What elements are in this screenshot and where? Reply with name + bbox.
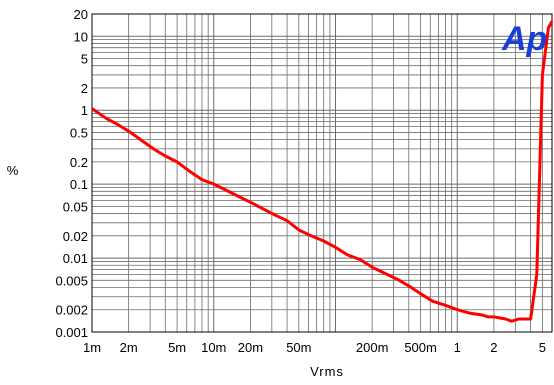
x-axis-label: Vrms — [310, 364, 344, 379]
y-tick-labels: 0.001 0.002 0.005 0.01 0.02 0.05 0.1 0.2 0.5 1 2 5 1… — [55, 7, 88, 340]
x-tick-label: 10m — [201, 340, 226, 355]
y-tick-label: 0.05 — [63, 199, 88, 214]
y-tick-label: 0.001 — [55, 325, 88, 340]
y-tick-label: 0.005 — [55, 273, 88, 288]
y-axis-label: % — [7, 163, 20, 178]
x-tick-labels: 1m 2m 5m 10m 20m 50m 200m 500m 1 2 5 — [83, 340, 546, 355]
y-tick-label: 0.2 — [70, 155, 88, 170]
y-tick-label: 0.02 — [63, 229, 88, 244]
y-tick-label: 0.5 — [70, 125, 88, 140]
x-tick-label: 20m — [238, 340, 263, 355]
x-tick-label: 500m — [404, 340, 437, 355]
x-tick-label: 1m — [83, 340, 101, 355]
y-tick-label: 5 — [81, 52, 88, 67]
x-tick-label: 5 — [539, 340, 546, 355]
y-tick-label: 0.01 — [63, 251, 88, 266]
x-tick-label: 1 — [454, 340, 461, 355]
x-tick-label: 2m — [120, 340, 138, 355]
plot-frame — [91, 13, 553, 333]
y-tick-label: 10 — [74, 29, 88, 44]
series-layer — [92, 20, 554, 323]
y-tick-label: 1 — [81, 103, 88, 118]
x-tick-label: 5m — [168, 340, 186, 355]
y-tick-label: 20 — [74, 7, 88, 22]
x-tick-label: 50m — [286, 340, 311, 355]
y-tick-label: 0.002 — [55, 303, 88, 318]
grid — [91, 13, 553, 333]
thd-series-line — [92, 20, 554, 323]
x-tick-label: 2 — [490, 340, 497, 355]
y-tick-label: 0.1 — [70, 177, 88, 192]
x-tick-label: 200m — [356, 340, 389, 355]
y-tick-label: 2 — [81, 81, 88, 96]
ap-logo: Ap — [501, 20, 547, 58]
